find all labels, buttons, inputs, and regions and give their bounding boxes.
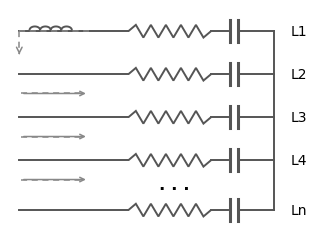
Text: L1: L1 <box>290 25 307 39</box>
Text: Ln: Ln <box>290 203 307 217</box>
Text: L3: L3 <box>290 111 307 125</box>
Text: L4: L4 <box>290 154 307 167</box>
Text: L2: L2 <box>290 68 307 82</box>
Text: . . .: . . . <box>159 175 190 193</box>
